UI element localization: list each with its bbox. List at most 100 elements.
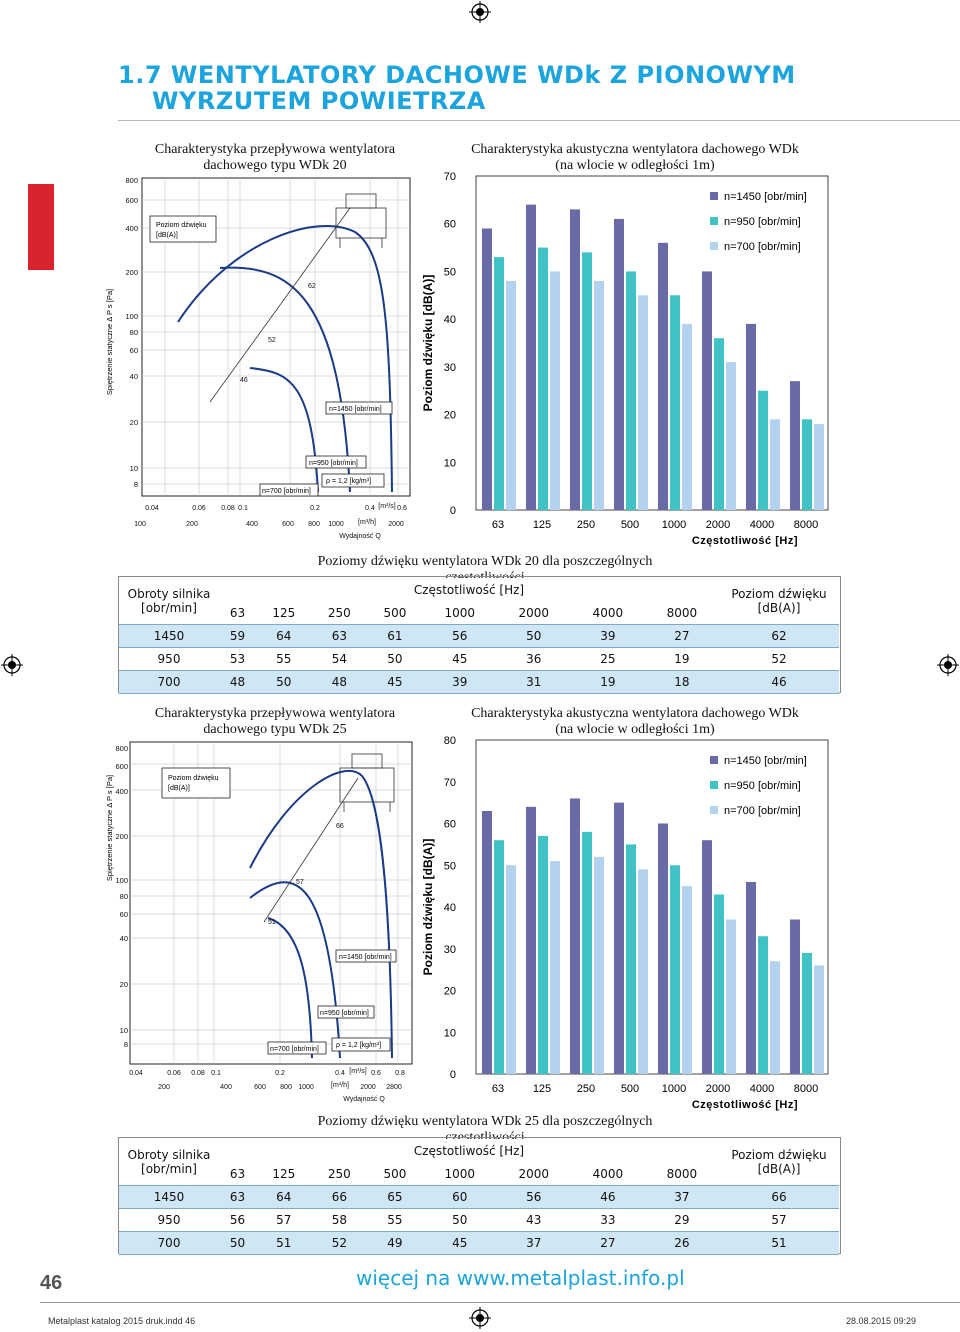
table-cell: 56: [422, 624, 497, 648]
legend-label: n=1450 [obr/min]: [724, 191, 807, 203]
level-label: 46: [240, 377, 248, 384]
table-cell: 27: [644, 624, 719, 648]
fan-icon: [335, 193, 387, 248]
th-freq-value: 500: [367, 602, 423, 625]
x-tick-label: 1000: [662, 1083, 686, 1095]
label-n950: n=950 [obr/min]: [309, 460, 358, 467]
unit-m3h: [m³/h]: [331, 1082, 349, 1089]
bar: [526, 204, 536, 510]
bar: [790, 919, 800, 1074]
bar: [670, 295, 680, 510]
table-cell: 52: [311, 1231, 368, 1255]
table-cell: 63: [311, 624, 368, 648]
flow-legend-line-2: [dB(A)]: [156, 232, 178, 239]
y-axis-label: Poziom dźwięku [dB(A)]: [421, 275, 435, 412]
table-cell: 55: [367, 1208, 423, 1232]
table-cell: 700: [119, 1231, 219, 1255]
table-cell: 700: [119, 670, 219, 694]
bar: [570, 798, 580, 1074]
flow-y-label: Spiętrzenie statyczne Δ P s [Pa]: [105, 775, 114, 881]
y-tick: 40: [120, 934, 128, 943]
table-cell: 52: [719, 647, 839, 671]
table-cell: 50: [422, 1208, 497, 1232]
flow-y-label: Spiętrzenie statyczne Δ P s [Pa]: [105, 289, 114, 395]
x-tick-m3h: 800: [280, 1084, 292, 1091]
y-tick-label: 40: [444, 314, 456, 326]
table-cell: 57: [256, 1208, 312, 1232]
curve-950: [219, 266, 351, 493]
th-freq-value: 1000: [422, 602, 497, 625]
acoustic-title-line-2: (na wlocie w odległości 1m): [555, 158, 715, 173]
bar: [614, 218, 624, 510]
y-tick: 60: [130, 346, 138, 355]
th-rpm: Obroty silnika [obr/min]: [119, 578, 219, 625]
acoustic-chart: Poziom dźwięku [dB(A)] 0 10 20 30 40 50 60 70 80 6…: [421, 735, 829, 1111]
table-cell: 49: [367, 1231, 423, 1255]
acoustic-title-line-1: Charakterystyka akustyczna wentylatora d…: [471, 706, 799, 721]
table-cell: 48: [219, 670, 257, 694]
table-cell: 1450: [119, 624, 219, 648]
table-row: 1450 59 64 63 61 56 50 39 27 62: [119, 624, 839, 648]
flow-chart-title-line-2: dachowego typu WDk 20: [203, 158, 347, 173]
x-axis-label: Częstotliwość [Hz]: [692, 1099, 798, 1111]
table-cell: 56: [496, 1185, 571, 1209]
level-label: 66: [336, 823, 344, 830]
bar: [658, 242, 668, 511]
curve-1450: [177, 225, 393, 493]
unit-m3s: [m³/s]: [378, 503, 396, 510]
bar: [582, 831, 592, 1074]
x-tick-m3h: 200: [186, 521, 198, 528]
x-tick-m3s: 0.2: [310, 505, 320, 512]
y-tick-label: 80: [444, 735, 456, 747]
x-tick-label: 8000: [794, 519, 818, 531]
y-tick: 400: [125, 224, 138, 233]
x-tick-label: 125: [533, 1083, 551, 1095]
table-cell: 54: [311, 647, 368, 671]
table-cell: 53: [219, 647, 257, 671]
legend-box: [149, 215, 217, 243]
legend-swatch: [710, 806, 718, 814]
table-cell: 60: [422, 1185, 497, 1209]
y-tick: 600: [115, 762, 128, 771]
y-tick: 60: [120, 910, 128, 919]
y-tick: 200: [125, 268, 138, 277]
x-tick-m3h: 2800: [386, 1084, 402, 1091]
th-freq-value: 8000: [644, 602, 719, 625]
legend-box: [161, 767, 231, 799]
y-tick: 8: [124, 1040, 128, 1049]
unit-m3s: [m³/s]: [349, 1068, 367, 1075]
title-rule: [118, 120, 960, 121]
x-tick-m3h: 1000: [328, 521, 344, 528]
y-tick: 600: [125, 196, 138, 205]
flow-legend-line-1: Poziom dźwięku: [156, 222, 207, 229]
th-freq-value: 2000: [496, 1163, 571, 1186]
x-tick-label: 1000: [662, 519, 686, 531]
label-n700: n=700 [obr/min]: [262, 488, 311, 495]
y-tick: 20: [130, 418, 138, 427]
th-rpm-line-2: [obr/min]: [141, 601, 197, 615]
x-tick-m3h: 200: [158, 1084, 170, 1091]
bar: [614, 802, 624, 1074]
x-tick-m3s: 0.4: [335, 1070, 345, 1077]
levels-table: Obroty silnika [obr/min] Częstotliwość [H…: [119, 578, 839, 694]
th-freq-value: 63: [219, 602, 257, 625]
bar: [746, 881, 756, 1074]
y-tick: 80: [130, 328, 138, 337]
th-freq-value: 1000: [422, 1163, 497, 1186]
registration-mark-icon: [469, 1307, 491, 1329]
flow-legend-line-2: [dB(A)]: [168, 785, 190, 792]
acoustic-title-line-1: Charakterystyka akustyczna wentylatora d…: [471, 142, 799, 157]
x-tick-m3s: 0.6: [397, 505, 407, 512]
th-freq-value: 500: [367, 1163, 423, 1186]
x-tick-label: 500: [621, 519, 639, 531]
flow-chart-title: Charakterystyka przepływowa wentylatora …: [130, 142, 420, 174]
y-tick: 40: [130, 372, 138, 381]
footer-url-link[interactable]: więcej na www.metalplast.info.pl: [356, 1266, 685, 1290]
table-cell: 37: [496, 1231, 571, 1255]
x-tick-m3h: 100: [134, 521, 146, 528]
th-level: Poziom dźwięku [dB(A)]: [719, 1139, 839, 1186]
table-cell: 56: [219, 1208, 257, 1232]
table-cell: 45: [422, 647, 497, 671]
table-cell: 31: [496, 670, 571, 694]
table-cell: 1450: [119, 1185, 219, 1209]
